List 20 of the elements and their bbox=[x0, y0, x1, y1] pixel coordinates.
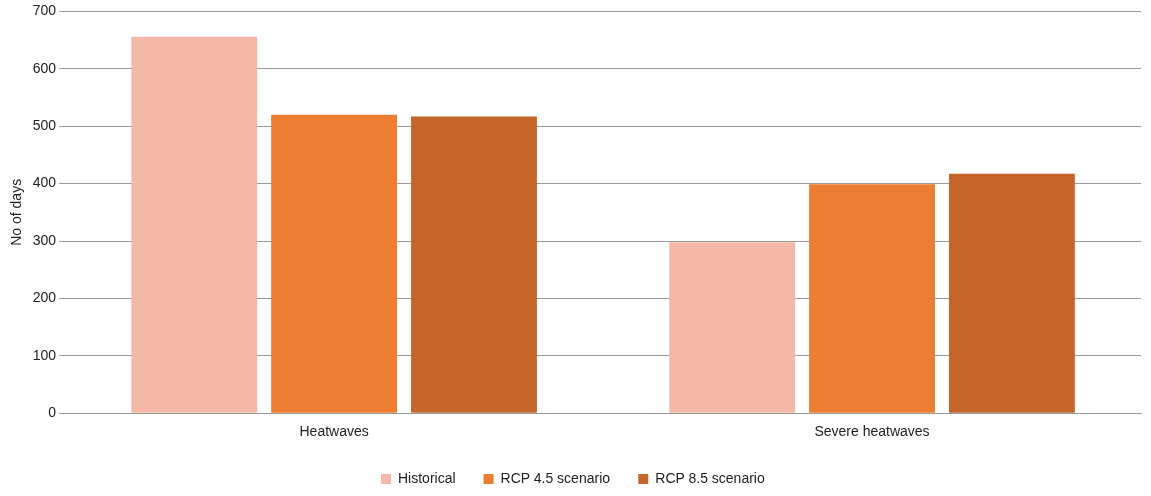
y-tick-label: 100 bbox=[32, 346, 57, 363]
y-tick-label: 300 bbox=[32, 231, 57, 248]
x-tick-label: Heatwaves bbox=[299, 423, 369, 440]
y-tick-label: 500 bbox=[32, 117, 57, 134]
y-tick-label: 400 bbox=[32, 174, 57, 191]
bar bbox=[411, 116, 537, 413]
bar bbox=[669, 242, 796, 413]
bar bbox=[271, 114, 398, 413]
y-tick-label: 700 bbox=[32, 2, 57, 19]
legend-label: Historical bbox=[398, 469, 456, 486]
bar bbox=[948, 173, 1075, 413]
y-tick-label: 600 bbox=[32, 59, 57, 76]
x-tick-label: Severe heatwaves bbox=[814, 423, 930, 440]
bar bbox=[809, 184, 935, 413]
legend-label: RCP 4.5 scenario bbox=[500, 469, 611, 486]
bar bbox=[131, 36, 258, 413]
y-tick-label: 0 bbox=[48, 404, 57, 421]
y-tick-label: 200 bbox=[32, 289, 57, 306]
legend-label: RCP 8.5 scenario bbox=[655, 469, 765, 486]
y-axis-title: No of days bbox=[8, 178, 25, 246]
